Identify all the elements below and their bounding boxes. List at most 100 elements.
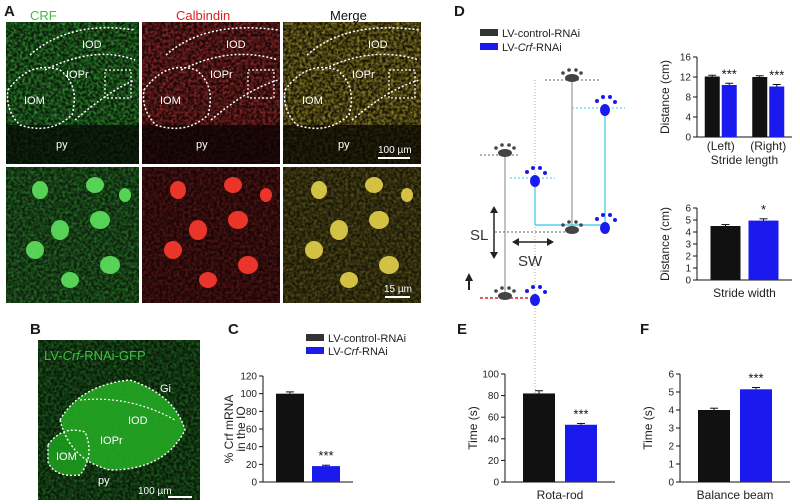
- channel-label-crf: CRF: [30, 8, 57, 23]
- y-tick-label: 0: [685, 276, 691, 287]
- chart-d-stride-length: 0 4 8 12 16 *** (Left) *** (Right)Stride length D…: [658, 53, 792, 167]
- bar-control: [523, 393, 555, 482]
- significance-mark: ***: [769, 68, 784, 83]
- bar-control: [698, 410, 730, 482]
- significance-mark: ***: [748, 371, 763, 386]
- y-tick-label: 80: [246, 407, 258, 418]
- y-tick-label: 0: [493, 478, 499, 489]
- y-tick-label: 0: [251, 478, 257, 489]
- panel-label-c: C: [228, 321, 239, 338]
- legend-swatch-control: [480, 29, 498, 36]
- scale-bar-label: 100 µm: [378, 145, 412, 156]
- legend-control-label: LV-control-RNAi: [502, 28, 580, 40]
- y-tick-label: 3: [685, 240, 691, 251]
- y-tick-label: 4: [685, 113, 691, 124]
- panel-label-b: B: [30, 321, 41, 338]
- region-label-iopr: IOPr: [66, 69, 89, 81]
- y-axis-label-line: % Crf mRNA: [222, 395, 236, 464]
- y-tick-label: 16: [680, 53, 692, 64]
- region-label-iom: IOM: [24, 95, 45, 107]
- y-tick-label: 8: [685, 93, 691, 104]
- region-label-py: py: [196, 139, 208, 151]
- bar-rnai: [565, 424, 597, 482]
- y-tick-label: 20: [246, 460, 258, 471]
- chart-title: Stride length: [711, 153, 778, 167]
- chart-e: 0 20 40 60 80 100 *** Rota-rod Time (s): [466, 370, 615, 502]
- bar-rnai: [769, 86, 785, 137]
- y-axis-label: Distance (cm): [658, 207, 672, 281]
- channel-label-calbindin: Calbindin: [176, 8, 230, 23]
- bar-control: [704, 76, 720, 137]
- scale-bar-label-bottom: 15 µm: [384, 284, 412, 295]
- region-label-iom: IOM: [302, 95, 323, 107]
- legend-swatch-rnai: [306, 347, 324, 354]
- region-label-py: py: [98, 475, 110, 487]
- bar-rnai: [740, 389, 772, 482]
- y-axis-label: % Crf mRNAin the IO: [222, 395, 248, 464]
- y-tick-label: 2: [668, 442, 674, 453]
- y-tick-label: 20: [488, 456, 500, 467]
- y-axis-label: Distance (cm): [658, 60, 672, 134]
- region-label-gi: Gi: [160, 383, 171, 395]
- y-axis-label-line: in the IO: [234, 406, 248, 451]
- legend-control-label: LV-control-RNAi: [328, 333, 406, 345]
- channel-label-merge: Merge: [330, 8, 367, 23]
- y-tick-label: 120: [240, 372, 257, 383]
- y-tick-label: 40: [488, 434, 500, 445]
- panel-label-f: F: [640, 321, 649, 338]
- panel-label-d: D: [454, 3, 465, 20]
- region-label-py: py: [338, 139, 350, 151]
- label-sl: SL: [470, 227, 488, 244]
- panel-label-a: A: [4, 3, 15, 20]
- y-tick-label: 40: [246, 442, 258, 453]
- y-tick-label: 1: [668, 460, 674, 471]
- bar-rnai: [721, 85, 737, 137]
- y-tick-label: 4: [685, 228, 691, 239]
- region-label-iod: IOD: [128, 415, 148, 427]
- x-category-label: (Right): [750, 139, 786, 153]
- region-label-iod: IOD: [82, 39, 102, 51]
- y-tick-label: 5: [668, 388, 674, 399]
- y-tick-label: 60: [246, 425, 258, 436]
- panel-label-e: E: [457, 321, 467, 338]
- region-label-iod: IOD: [368, 39, 388, 51]
- region-label-iopr: IOPr: [100, 435, 123, 447]
- legend-swatch-rnai: [480, 43, 498, 50]
- chart-title: Rota-rod: [537, 488, 584, 502]
- y-tick-label: 4: [668, 406, 674, 417]
- panel-a-top-row: [6, 22, 421, 164]
- region-label-iod: IOD: [226, 39, 246, 51]
- significance-mark: ***: [722, 66, 737, 81]
- y-tick-label: 5: [685, 216, 691, 227]
- panel-b-title: LV-Crf-RNAi-GFP: [44, 348, 146, 363]
- region-label-iom: IOM: [56, 451, 77, 463]
- y-tick-label: 1: [685, 264, 691, 275]
- y-tick-label: 0: [668, 478, 674, 489]
- y-tick-label: 100: [482, 370, 499, 381]
- bar-rnai: [312, 466, 340, 482]
- legend-c: LV-control-RNAi LV-Crf-RNAi: [306, 333, 406, 358]
- y-axis-label: Time (s): [466, 406, 480, 450]
- legend-d: LV-control-RNAi LV-Crf-RNAi: [480, 28, 580, 54]
- legend-rnai-label: LV-Crf-RNAi: [328, 346, 388, 358]
- significance-mark: ***: [573, 406, 588, 421]
- footprint-diagram: [465, 68, 625, 440]
- chart-c: 0 20 40 60 80 100 120 *** % Crf mRNAin the IO: [222, 372, 353, 489]
- y-tick-label: 2: [685, 252, 691, 263]
- region-label-iom: IOM: [160, 95, 181, 107]
- bar-control: [752, 77, 768, 137]
- y-axis-label: Time (s): [641, 406, 655, 450]
- label-sw: SW: [518, 253, 543, 270]
- y-tick-label: 60: [488, 413, 500, 424]
- bar-control: [276, 393, 304, 482]
- region-label-iopr: IOPr: [210, 69, 233, 81]
- region-label-py: py: [56, 139, 68, 151]
- chart-title: Stride width: [713, 286, 776, 300]
- y-tick-label: 6: [668, 370, 674, 381]
- scale-bar-label-b: 100 µm: [138, 486, 172, 497]
- panel-a-bottom-row: [6, 167, 421, 303]
- x-category-label: (Left): [707, 139, 735, 153]
- y-tick-label: 3: [668, 424, 674, 435]
